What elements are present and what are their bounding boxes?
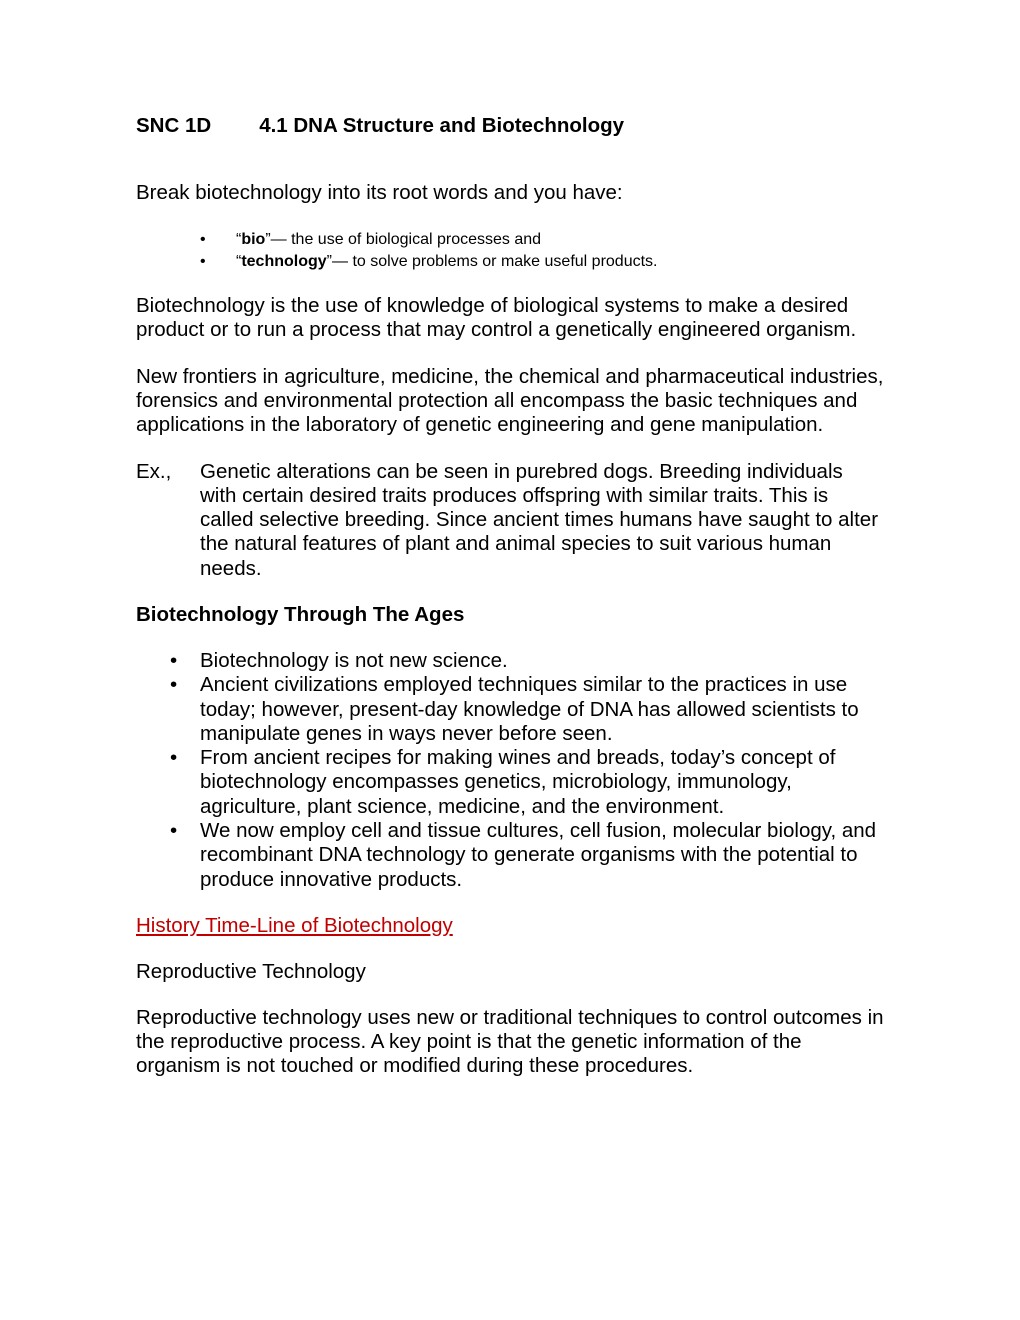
list-item: From ancient recipes for making wines an… (170, 746, 884, 819)
list-item: Ancient civilizations employed technique… (170, 673, 884, 746)
document-page: SNC 1D 4.1 DNA Structure and Biotechnolo… (0, 0, 1020, 1320)
section-title: 4.1 DNA Structure and Biotechnology (259, 114, 624, 138)
list-item: “technology”— to solve problems or make … (200, 251, 884, 273)
paragraph: Reproductive technology uses new or trad… (136, 1006, 884, 1079)
definition-text: ”— to solve problems or make useful prod… (327, 253, 658, 270)
course-code: SNC 1D (136, 114, 211, 138)
list-item: We now employ cell and tissue cultures, … (170, 819, 884, 892)
ages-list: Biotechnology is not new science. Ancien… (170, 649, 884, 892)
example-label: Ex., (136, 460, 200, 581)
term-bio: bio (241, 231, 265, 248)
term-technology: technology (241, 253, 326, 270)
subheading-ages: Biotechnology Through The Ages (136, 603, 884, 627)
title-spacer (211, 114, 259, 138)
example-body: Genetic alterations can be seen in pureb… (200, 460, 884, 581)
root-words-list: “bio”— the use of biological processes a… (200, 229, 884, 272)
list-item: Biotechnology is not new science. (170, 649, 884, 673)
paragraph: Biotechnology is the use of knowledge of… (136, 294, 884, 343)
example-block: Ex., Genetic alterations can be seen in … (136, 460, 884, 581)
intro-line: Break biotechnology into its root words … (136, 181, 884, 205)
reproductive-heading: Reproductive Technology (136, 960, 884, 984)
page-title: SNC 1D 4.1 DNA Structure and Biotechnolo… (136, 114, 884, 138)
paragraph: New frontiers in agriculture, medicine, … (136, 365, 884, 438)
list-item: “bio”— the use of biological processes a… (200, 229, 884, 251)
definition-text: ”— the use of biological processes and (265, 231, 541, 248)
history-timeline-link[interactable]: History Time-Line of Biotechnology (136, 914, 453, 938)
